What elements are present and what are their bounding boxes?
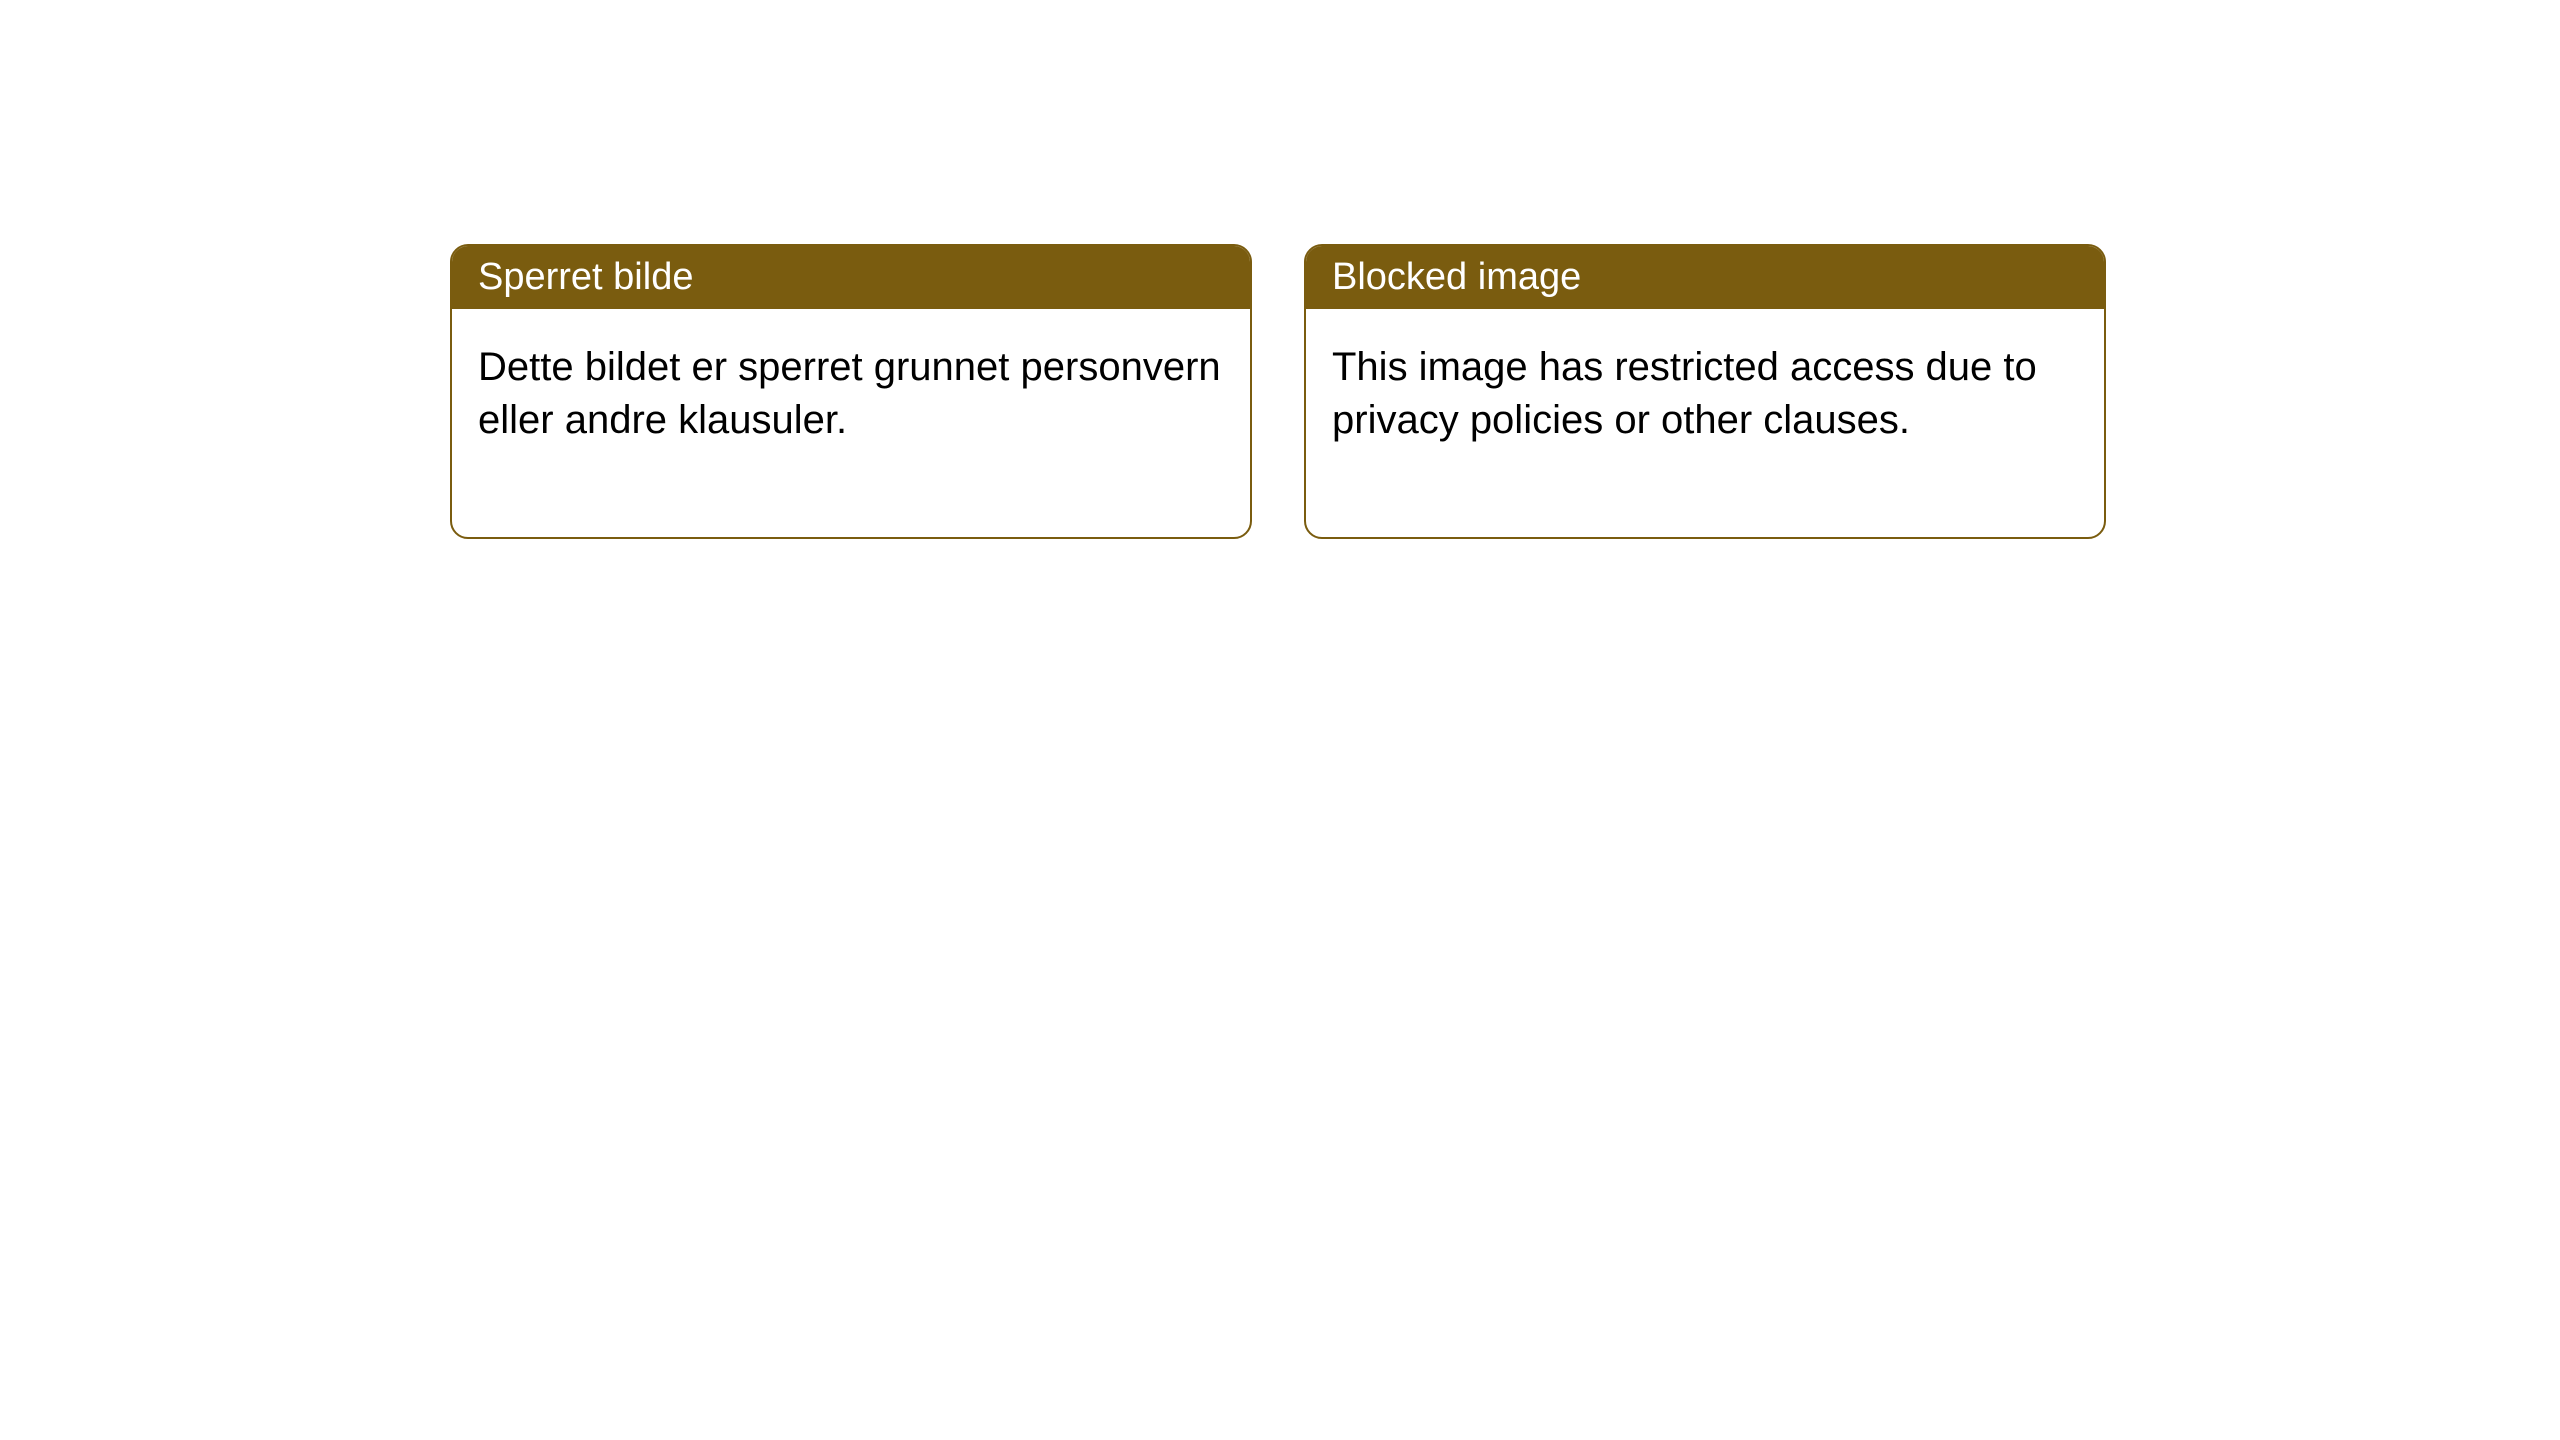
card-header: Blocked image: [1306, 246, 2104, 309]
card-header: Sperret bilde: [452, 246, 1250, 309]
blocked-image-card-no: Sperret bilde Dette bildet er sperret gr…: [450, 244, 1252, 539]
blocked-image-card-en: Blocked image This image has restricted …: [1304, 244, 2106, 539]
card-header-text: Blocked image: [1332, 256, 1581, 298]
card-header-text: Sperret bilde: [478, 256, 693, 298]
card-body-text: This image has restricted access due to …: [1332, 345, 2037, 442]
card-body: This image has restricted access due to …: [1306, 309, 2104, 537]
cards-container: Sperret bilde Dette bildet er sperret gr…: [450, 244, 2106, 539]
card-body: Dette bildet er sperret grunnet personve…: [452, 309, 1250, 537]
card-body-text: Dette bildet er sperret grunnet personve…: [478, 345, 1221, 442]
